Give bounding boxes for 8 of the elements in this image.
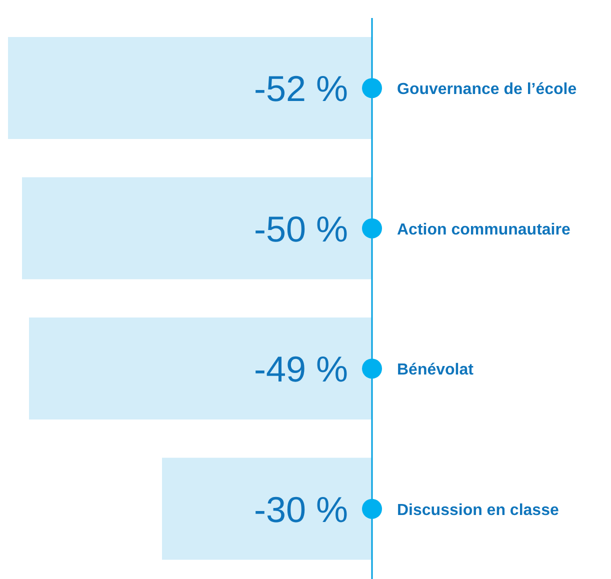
data-label: -52 % <box>254 68 348 109</box>
data-label: -49 % <box>254 348 348 390</box>
y-tick-label: Gouvernance de l’école <box>397 81 577 98</box>
data-label: -50 % <box>254 208 348 250</box>
y-tick-label: Action communautaire <box>397 221 570 238</box>
data-label: -30 % <box>254 488 348 530</box>
y-tick-label: Discussion en classe <box>397 502 559 519</box>
y-tick-label: Bénévolat <box>397 362 474 379</box>
